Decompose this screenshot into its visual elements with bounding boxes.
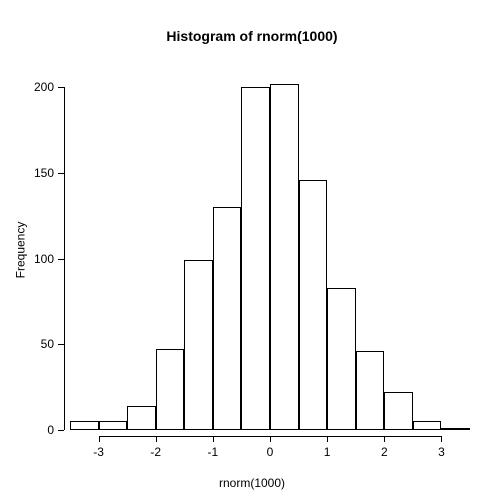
histogram-bar [327,288,356,430]
histogram-bar [184,260,213,430]
histogram-bar [156,349,185,430]
y-tick-label: 0 [26,423,54,437]
x-tick-label: 0 [267,445,274,459]
y-tick-label: 50 [26,337,54,351]
x-tick [270,436,271,442]
histogram-bar [413,421,442,430]
chart-title: Histogram of rnorm(1000) [0,28,504,44]
x-tick-label: 2 [381,445,388,459]
x-tick-label: -3 [93,445,104,459]
histogram-bar [270,84,299,430]
x-tick [99,436,100,442]
y-tick-label: 200 [26,80,54,94]
y-axis-line [64,87,65,430]
histogram-bar [441,428,470,430]
x-tick [384,436,385,442]
x-tick [213,436,214,442]
y-tick [58,87,64,88]
histogram-bar [384,392,413,430]
histogram-bar [213,207,242,430]
y-tick [58,344,64,345]
x-tick-label: -1 [208,445,219,459]
x-tick [156,436,157,442]
x-tick-label: 3 [438,445,445,459]
x-tick [327,436,328,442]
y-tick-label: 100 [26,252,54,266]
y-tick [58,173,64,174]
histogram-bar [70,421,99,430]
x-tick-label: -2 [150,445,161,459]
histogram-plot-area: -3-2-10123050100150200 [70,70,470,430]
histogram-bar [99,421,128,430]
x-axis-label: rnorm(1000) [0,476,504,490]
y-tick [58,430,64,431]
histogram-bar [241,87,270,430]
histogram-bar [127,406,156,430]
histogram-bar [299,180,328,430]
x-tick-label: 1 [324,445,331,459]
y-tick [58,259,64,260]
y-tick-label: 150 [26,166,54,180]
y-axis-label: Frequency [12,70,28,430]
x-tick [441,436,442,442]
histogram-bar [356,351,385,430]
